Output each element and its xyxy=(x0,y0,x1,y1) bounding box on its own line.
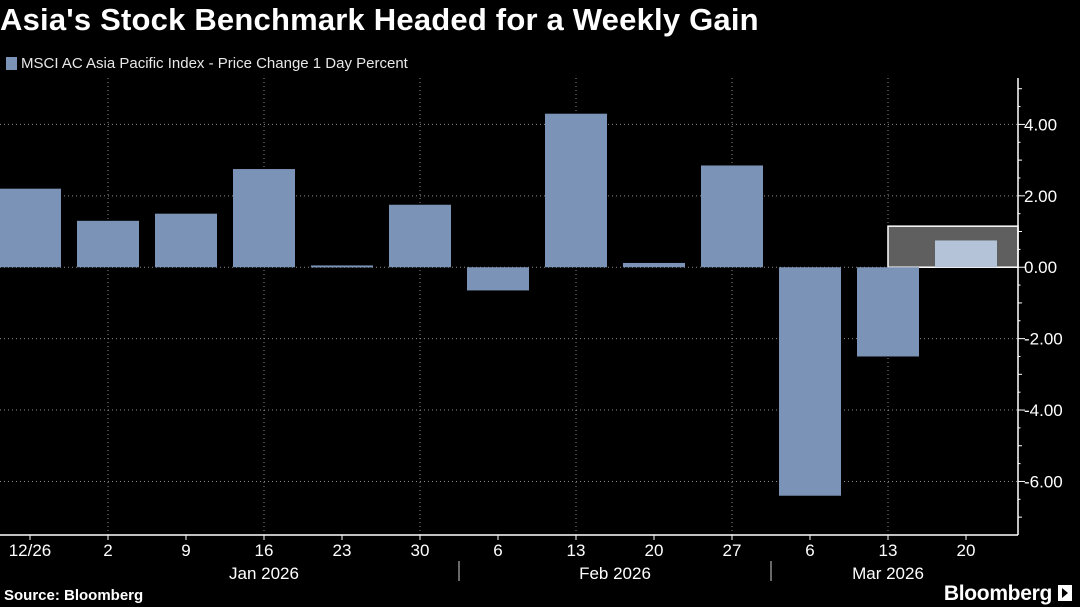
x-tick-label: 30 xyxy=(411,541,430,560)
y-tick-label: 2.00 xyxy=(1024,187,1057,206)
legend-swatch xyxy=(6,56,17,70)
bar xyxy=(467,267,529,291)
y-tick-label: -2.00 xyxy=(1024,330,1063,349)
x-tick-label: 9 xyxy=(181,541,190,560)
bar xyxy=(233,169,295,268)
x-tick-label: 20 xyxy=(645,541,664,560)
x-tick-label: 20 xyxy=(957,541,976,560)
bar xyxy=(623,262,685,268)
y-tick-label: -6.00 xyxy=(1024,472,1063,491)
x-tick-label: 13 xyxy=(879,541,898,560)
y-tick-label: 0.00 xyxy=(1024,258,1057,277)
bar xyxy=(779,267,841,496)
legend-label: MSCI AC Asia Pacific Index - Price Chang… xyxy=(21,54,408,72)
bar xyxy=(311,265,373,268)
x-tick-label: 12/26 xyxy=(9,541,52,560)
month-label: Feb 2026 xyxy=(579,564,651,583)
chart-title: Asia's Stock Benchmark Headed for a Week… xyxy=(0,2,759,37)
bar xyxy=(155,213,217,268)
bar xyxy=(0,188,61,268)
x-tick-label: 6 xyxy=(493,541,502,560)
y-tick-label: 4.00 xyxy=(1024,115,1057,134)
bloomberg-terminal-icon xyxy=(1058,585,1072,601)
y-tick-label: -4.00 xyxy=(1024,401,1063,420)
bar xyxy=(77,220,139,268)
bar xyxy=(545,113,607,268)
bar xyxy=(935,240,997,268)
x-tick-label: 13 xyxy=(567,541,586,560)
x-tick-label: 27 xyxy=(723,541,742,560)
x-tick-label: 2 xyxy=(103,541,112,560)
bar xyxy=(389,204,451,268)
month-label: Jan 2026 xyxy=(229,564,299,583)
source-note: Source: Bloomberg xyxy=(4,587,144,604)
x-tick-label: 6 xyxy=(805,541,814,560)
x-tick-label: 23 xyxy=(333,541,352,560)
x-tick-label: 16 xyxy=(255,541,274,560)
bar xyxy=(857,267,919,357)
legend: MSCI AC Asia Pacific Index - Price Chang… xyxy=(6,54,408,72)
month-label: Mar 2026 xyxy=(852,564,924,583)
bar xyxy=(701,165,763,268)
brand-logo: Bloomberg xyxy=(943,582,1052,605)
